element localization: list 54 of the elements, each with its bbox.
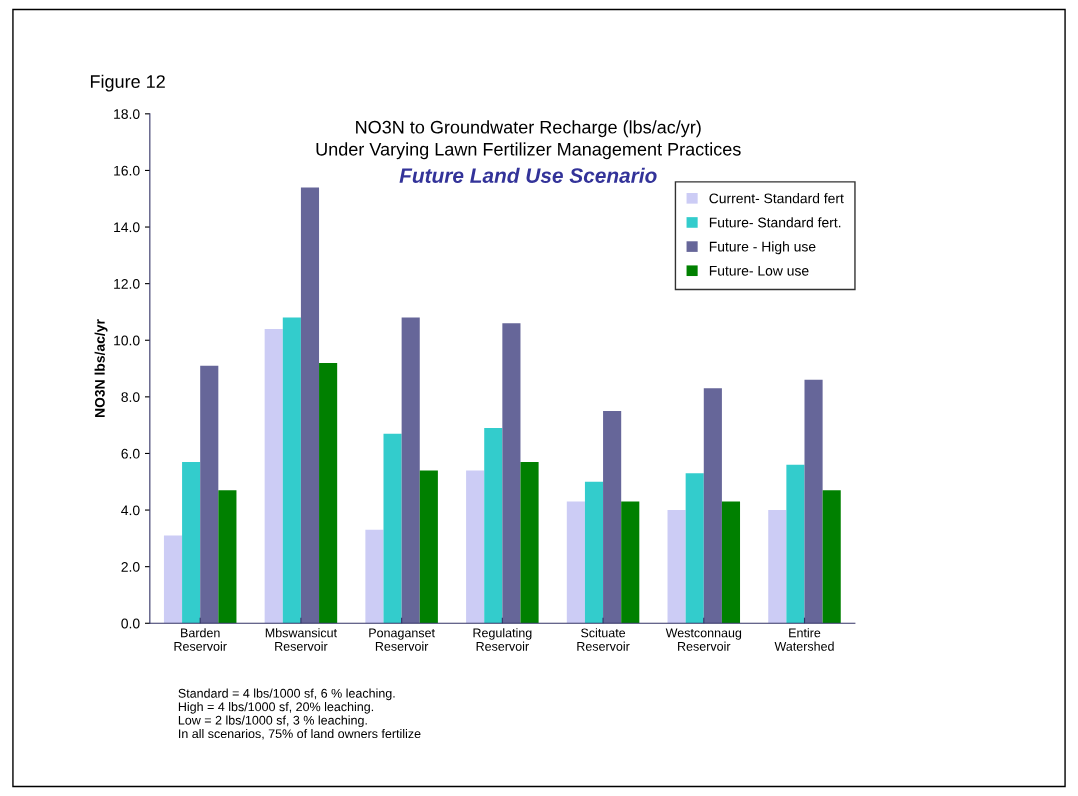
x-tick-label: Barden Reservoir — [174, 628, 227, 651]
bar — [667, 510, 686, 624]
legend-label: Future- Low use — [709, 266, 809, 276]
text: Future Land Use Scenario — [399, 167, 657, 183]
bar — [685, 473, 704, 624]
bar — [419, 470, 438, 624]
bar — [365, 529, 384, 624]
y-tick-label: 14.0 — [114, 222, 140, 233]
y-tick-label: 4.0 — [121, 505, 140, 516]
text: NO3N to Groundwater Recharge (lbs/ac/yr) Under Varying Lawn Fertilizer Management Practices — [316, 120, 741, 160]
y-axis-title: NO3N lbs/ac/yr — [94, 319, 108, 418]
bar — [401, 317, 420, 624]
bar — [584, 481, 604, 624]
x-tick-label: Ponaganset Reservoir — [369, 628, 435, 651]
bar — [502, 323, 521, 624]
legend-label: Future- Standard fert. — [709, 217, 841, 228]
legend-label: Current- Standard fert — [709, 193, 844, 204]
bar — [721, 501, 741, 624]
y-tick-label: 10.0 — [114, 335, 140, 346]
bar — [163, 535, 183, 624]
bar — [566, 501, 585, 624]
bar — [319, 362, 338, 624]
x-tick-label: Scituate Reservoir — [577, 628, 630, 651]
bar — [603, 411, 622, 624]
bar — [383, 433, 402, 624]
x-tick-label: Mbswansicut Reservoir — [265, 628, 337, 651]
y-tick-label: 2.0 — [121, 562, 140, 572]
y-tick-label: 12.0 — [114, 278, 140, 289]
y-tick-label: 8.0 — [121, 392, 140, 403]
bar — [804, 379, 823, 624]
bar — [520, 461, 539, 624]
bar — [200, 365, 219, 624]
bar — [300, 187, 320, 624]
bar — [182, 461, 201, 624]
bar — [768, 510, 787, 624]
y-tick-label: 6.0 — [121, 448, 140, 459]
bar — [703, 388, 722, 624]
y-tick-label: 0.0 — [121, 618, 140, 629]
bar — [282, 317, 301, 624]
text: Standard = 4 lbs/1000 sf, 6 % leaching. High = 4 lbs/1000 sf, 20% leaching. Low = 2 lbs/1000 sf, 3 % leaching. In all scenarios, 75% of land owners fertilize — [178, 688, 421, 740]
bar — [786, 464, 805, 624]
x-tick-label: Regulating Reservoir — [473, 628, 532, 651]
bar — [466, 470, 485, 624]
bar — [484, 427, 503, 624]
x-tick-label: Entire Watershed — [774, 628, 834, 651]
y-tick-label: 16.0 — [114, 165, 140, 176]
bar — [218, 490, 237, 624]
bar — [621, 501, 640, 624]
bar — [822, 490, 841, 624]
bar — [264, 328, 283, 624]
caption: Figure 12 — [90, 74, 165, 92]
legend-label: Future - High use — [709, 241, 816, 255]
y-tick-label: 18.0 — [114, 109, 140, 119]
x-tick-label: Westconnaug Reservoir — [665, 628, 742, 651]
